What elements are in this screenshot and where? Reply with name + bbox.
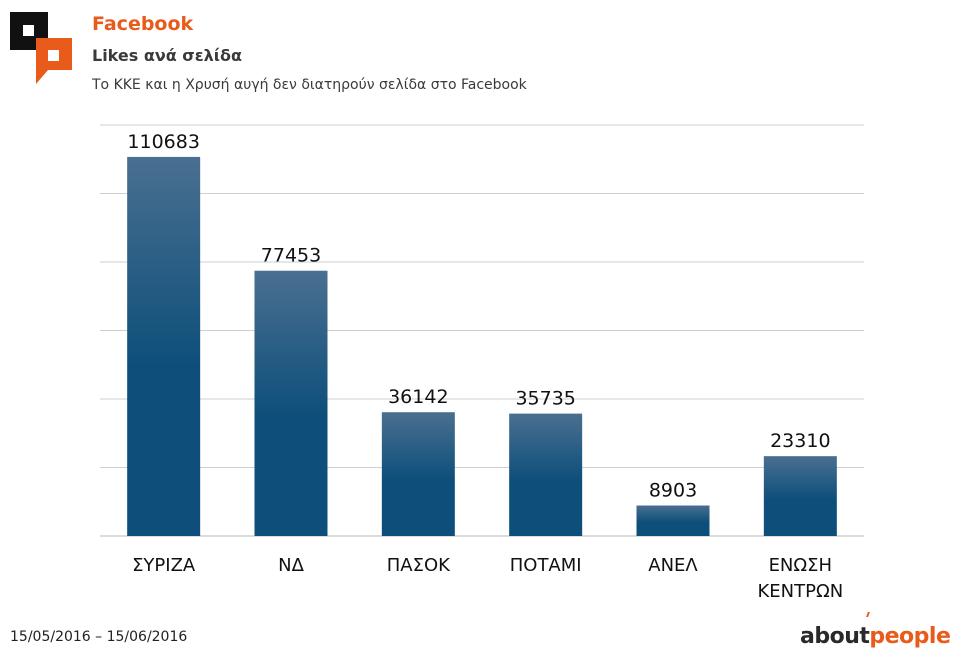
- date-range: 15/05/2016 – 15/06/2016: [10, 629, 188, 645]
- bar-value-label: 77453: [261, 245, 321, 267]
- brand-logo-icon: [10, 12, 72, 84]
- bar-value-label: 110683: [127, 131, 200, 153]
- bar: [254, 270, 328, 536]
- bar-value-label: 36142: [388, 386, 448, 408]
- brand-part-about: about: [800, 624, 870, 649]
- category-label: ΣΥΡΙΖΑ: [132, 555, 196, 576]
- category-label: ΕΝΩΣΗ: [769, 555, 833, 576]
- logo-bubble-hole: [48, 50, 59, 61]
- logo-inner-square: [23, 25, 34, 36]
- bar: [381, 412, 455, 536]
- bar: [127, 156, 201, 537]
- bars: [127, 156, 837, 537]
- chart-subtitle: Likes ανά σελίδα: [92, 46, 242, 65]
- brand-part-people: people: [869, 624, 951, 649]
- bar-value-label: 35735: [515, 388, 575, 410]
- category-label: ΠΑΣΟΚ: [387, 555, 451, 576]
- category-label: ΑΝΕΛ: [648, 555, 698, 576]
- bar: [763, 456, 837, 536]
- gridlines: [100, 124, 864, 537]
- bar: [636, 505, 710, 536]
- bar-chart: 110683 77453 36142 35735 8903 23310 ΣΥΡΙΖΑ ΝΔ Π…: [100, 124, 864, 602]
- bar-value-labels: 110683 77453 36142 35735 8903 23310: [127, 131, 830, 502]
- category-labels: ΣΥΡΙΖΑ ΝΔ ΠΑΣΟΚ ΠΟΤΑΜΙ ΑΝΕΛ ΕΝΩΣΗ ΚΕΝΤΡΩΝ: [132, 555, 843, 602]
- category-label: ΠΟΤΑΜΙ: [510, 555, 582, 576]
- category-label: ΚΕΝΤΡΩΝ: [757, 581, 843, 602]
- page-title: Facebook: [92, 13, 194, 35]
- bar: [509, 413, 583, 536]
- bar-value-label: 8903: [649, 480, 697, 502]
- category-label: ΝΔ: [278, 555, 304, 576]
- chart-note: Το ΚΚΕ και η Χρυσή αυγή δεν διατηρούν σε…: [92, 77, 527, 93]
- brand-wordmark: aboutpeople: [800, 624, 951, 649]
- bar-value-label: 23310: [770, 430, 830, 452]
